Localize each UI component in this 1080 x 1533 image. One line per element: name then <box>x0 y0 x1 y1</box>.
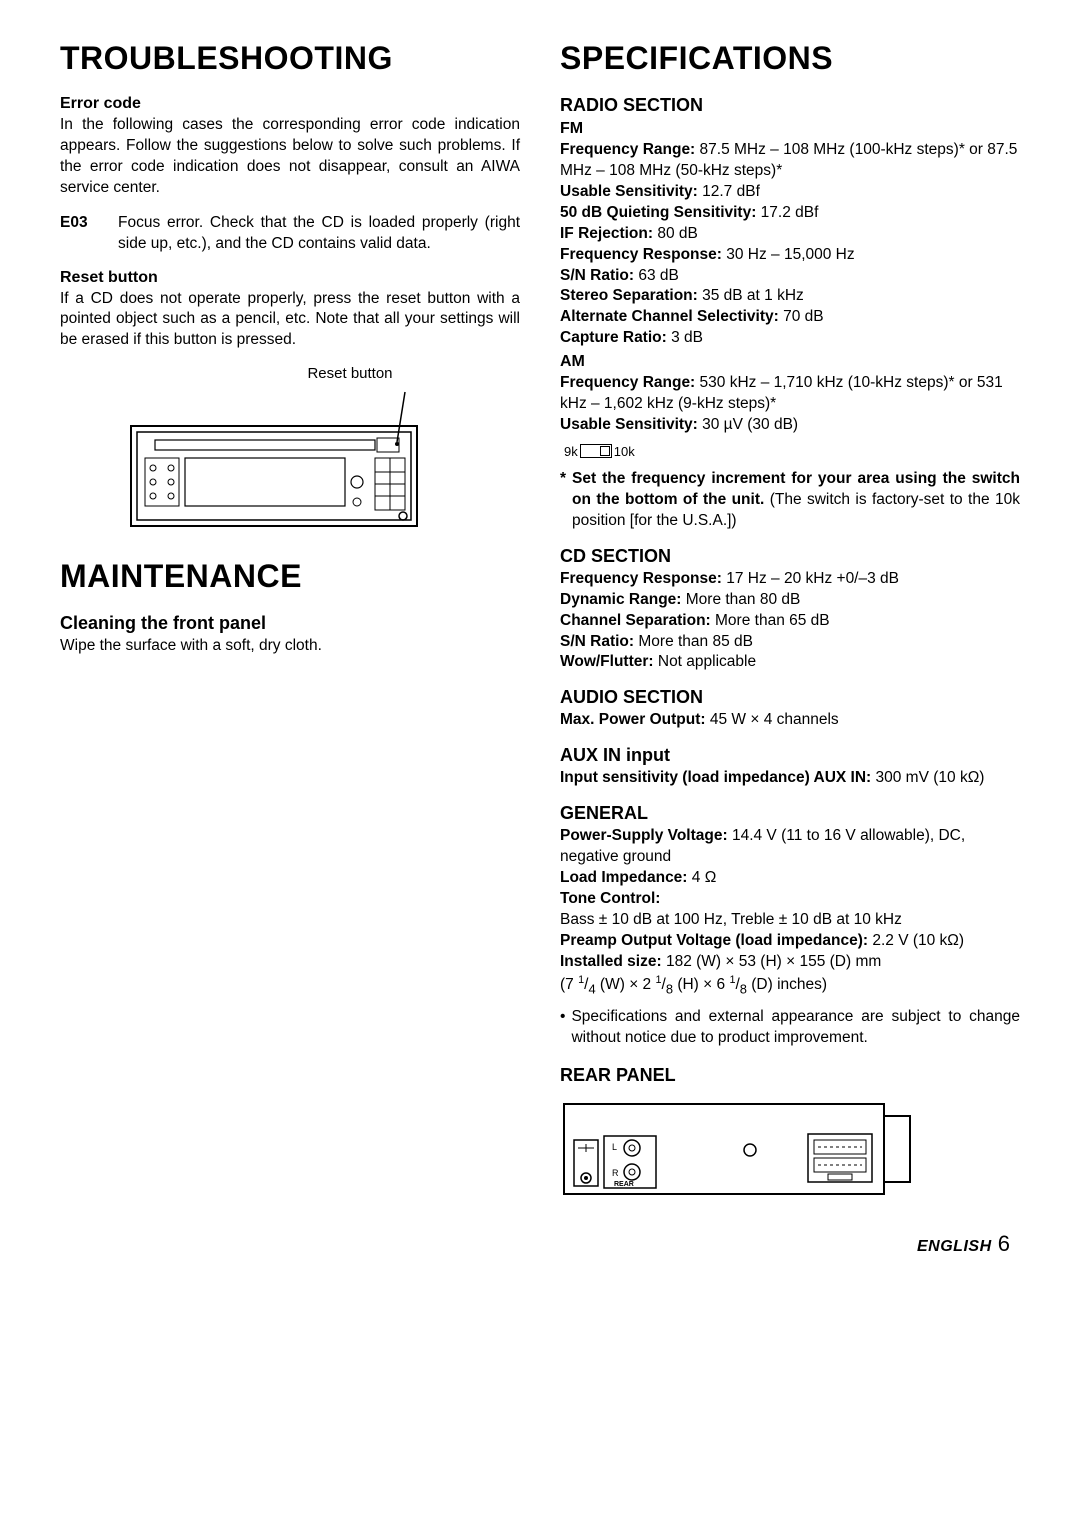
footer-page-number: 6 <box>998 1231 1010 1256</box>
cd-dynamic-range: Dynamic Range: More than 80 dB <box>560 590 1020 611</box>
radio-section-heading: RADIO SECTION <box>560 95 1020 116</box>
maintenance-heading: MAINTENANCE <box>60 558 520 595</box>
svg-text:R: R <box>612 1168 619 1178</box>
svg-text:REAR: REAR <box>614 1181 634 1188</box>
cd-sn-ratio: S/N Ratio: More than 85 dB <box>560 632 1020 653</box>
car-stereo-diagram <box>125 384 455 534</box>
fm-capture: Capture Ratio: 3 dB <box>560 328 1020 349</box>
reset-heading: Reset button <box>60 269 520 287</box>
cd-section-heading: CD SECTION <box>560 546 1020 567</box>
error-row: E03 Focus error. Check that the CD is lo… <box>60 213 520 255</box>
aux-sensitivity: Input sensitivity (load impedance) AUX I… <box>560 768 1020 789</box>
error-text: Focus error. Check that the CD is loaded… <box>118 213 520 255</box>
fm-usable-sens: Usable Sensitivity: 12.7 dBf <box>560 182 1020 203</box>
reset-text: If a CD does not operate properly, press… <box>60 289 520 352</box>
page-footer: ENGLISH 6 <box>60 1231 1020 1257</box>
svg-text:L: L <box>612 1142 617 1152</box>
left-column: TROUBLESHOOTING Error code In the follow… <box>60 40 520 1211</box>
troubleshooting-heading: TROUBLESHOOTING <box>60 40 520 77</box>
cleaning-heading: Cleaning the front panel <box>60 613 520 634</box>
right-column: SPECIFICATIONS RADIO SECTION FM Frequenc… <box>560 40 1020 1211</box>
specs-heading: SPECIFICATIONS <box>560 40 1020 77</box>
bullet-icon: • <box>560 1007 565 1049</box>
gen-size: Installed size: 182 (W) × 53 (H) × 155 (… <box>560 952 1020 973</box>
audio-power: Max. Power Output: 45 W × 4 channels <box>560 710 1020 731</box>
fm-if-rejection: IF Rejection: 80 dB <box>560 224 1020 245</box>
cd-channel-sep: Channel Separation: More than 65 dB <box>560 611 1020 632</box>
gen-tone-val: Bass ± 10 dB at 100 Hz, Treble ± 10 dB a… <box>560 910 1020 931</box>
rear-panel-diagram: L R REAR <box>560 1096 920 1206</box>
footer-language: ENGLISH <box>917 1238 992 1255</box>
freq-switch-diagram: 9k 10k <box>564 444 1020 459</box>
error-code-intro: In the following cases the corresponding… <box>60 115 520 199</box>
cd-wow-flutter: Wow/Flutter: Not applicable <box>560 652 1020 673</box>
cleaning-text: Wipe the surface with a soft, dry cloth. <box>60 636 520 657</box>
asterisk-marker: * <box>560 469 566 532</box>
gen-size-inches: (7 1/4 (W) × 2 1/8 (H) × 6 1/8 (D) inche… <box>560 973 1020 998</box>
switch-box-icon <box>580 444 612 458</box>
gen-preamp: Preamp Output Voltage (load impedance): … <box>560 931 1020 952</box>
audio-section-heading: AUDIO SECTION <box>560 687 1020 708</box>
freq-switch-note: * Set the frequency increment for your a… <box>560 469 1020 532</box>
fm-heading: FM <box>560 120 1020 138</box>
change-note: • Specifications and external appearance… <box>560 1007 1020 1049</box>
fm-freq-range: Frequency Range: 87.5 MHz – 108 MHz (100… <box>560 140 1020 182</box>
rear-panel-heading: REAR PANEL <box>560 1065 1020 1086</box>
fm-stereo-sep: Stereo Separation: 35 dB at 1 kHz <box>560 286 1020 307</box>
switch-label-10k: 10k <box>614 444 635 459</box>
reset-caption: Reset button <box>180 365 520 382</box>
page-columns: TROUBLESHOOTING Error code In the follow… <box>60 40 1020 1211</box>
error-code: E03 <box>60 213 104 255</box>
general-heading: GENERAL <box>560 803 1020 824</box>
gen-psu: Power-Supply Voltage: 14.4 V (11 to 16 V… <box>560 826 1020 868</box>
error-code-heading: Error code <box>60 95 520 113</box>
fm-alt-chan: Alternate Channel Selectivity: 70 dB <box>560 307 1020 328</box>
fm-quieting: 50 dB Quieting Sensitivity: 17.2 dBf <box>560 203 1020 224</box>
fm-sn-ratio: S/N Ratio: 63 dB <box>560 266 1020 287</box>
am-usable-sens: Usable Sensitivity: 30 µV (30 dB) <box>560 415 1020 436</box>
switch-label-9k: 9k <box>564 444 578 459</box>
cd-freq-response: Frequency Response: 17 Hz – 20 kHz +0/–3… <box>560 569 1020 590</box>
am-freq-range: Frequency Range: 530 kHz – 1,710 kHz (10… <box>560 373 1020 415</box>
aux-heading: AUX IN input <box>560 745 1020 766</box>
gen-tone-label: Tone Control: <box>560 889 1020 910</box>
am-heading: AM <box>560 353 1020 371</box>
gen-load: Load Impedance: 4 Ω <box>560 868 1020 889</box>
fm-freq-response: Frequency Response: 30 Hz – 15,000 Hz <box>560 245 1020 266</box>
